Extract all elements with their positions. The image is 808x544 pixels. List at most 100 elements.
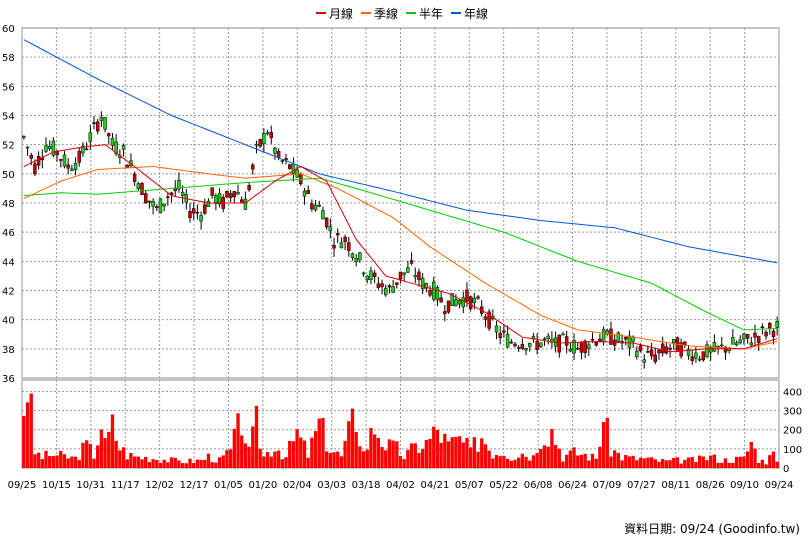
volume-bar <box>398 456 403 468</box>
volume-bar <box>679 463 683 468</box>
candle-body <box>579 342 584 353</box>
candle-body <box>225 190 229 198</box>
volume-bar <box>96 445 100 468</box>
candle-body <box>143 193 148 204</box>
volume-y-tick-label: 0 <box>783 464 789 475</box>
volume-bar <box>491 458 495 468</box>
candle-body <box>723 346 728 353</box>
x-tick-label: 08/26 <box>696 480 725 491</box>
volume-bar <box>336 451 340 468</box>
candle-body <box>679 342 683 357</box>
chart-legend: 月線 季線 半年 年線 <box>316 4 496 22</box>
candle-body <box>760 326 765 329</box>
volume-bar <box>70 456 74 468</box>
volume-bar <box>347 421 351 468</box>
candle-body <box>520 344 525 349</box>
candle-body <box>169 192 174 195</box>
volume-bar <box>716 462 720 468</box>
volume-bar <box>601 422 606 468</box>
volume-bar <box>413 443 417 468</box>
volume-bar <box>99 429 104 468</box>
volume-bar <box>110 414 115 468</box>
volume-bar <box>553 444 558 468</box>
volume-bar <box>616 452 621 468</box>
volume-bar <box>697 455 702 468</box>
volume-bar <box>664 460 669 468</box>
candle-body <box>406 267 410 273</box>
candle-body <box>84 148 89 151</box>
volume-bar <box>147 462 152 468</box>
candle-body <box>59 159 63 161</box>
candle-body <box>638 345 643 352</box>
volume-bar <box>376 438 381 468</box>
volume-bar <box>731 462 735 468</box>
volume-bar <box>339 456 344 468</box>
volume-bar <box>505 458 510 468</box>
candle-body <box>420 277 425 290</box>
candle-body <box>151 201 155 207</box>
candle-body <box>616 332 621 342</box>
x-tick-label: 08/11 <box>661 480 690 491</box>
candle-body <box>29 155 33 159</box>
volume-bar <box>136 456 140 468</box>
x-tick-label: 01/20 <box>248 480 277 491</box>
candle-body <box>439 297 443 303</box>
candle-body <box>121 145 126 150</box>
candle-body <box>95 121 100 132</box>
candle-body <box>768 322 772 329</box>
volume-bar <box>472 437 477 468</box>
candle-body <box>317 204 321 207</box>
candle-body <box>524 348 528 351</box>
volume-bar <box>299 437 303 468</box>
volume-bar <box>324 451 329 468</box>
candle-body <box>365 275 369 281</box>
candle-body <box>601 329 606 343</box>
price-y-tick-label: 36 <box>2 374 15 385</box>
volume-bar <box>199 459 203 468</box>
volume-bar <box>764 464 768 468</box>
volume-bar <box>77 460 81 468</box>
volume-bar <box>206 453 211 468</box>
candle-body <box>110 137 115 146</box>
volume-bar <box>424 440 429 468</box>
candle-body <box>232 191 237 197</box>
x-tick-label: 09/10 <box>730 480 759 491</box>
ma-line <box>23 144 778 353</box>
ma-line <box>23 165 778 350</box>
candle-body <box>775 321 779 328</box>
volume-bar <box>36 452 41 468</box>
volume-bar <box>321 417 325 468</box>
volume-bar <box>590 453 595 468</box>
price-y-tick-label: 42 <box>2 287 15 298</box>
volume-bar <box>672 457 676 468</box>
volume-bar <box>369 427 373 468</box>
candle-body <box>498 332 502 339</box>
volume-bar <box>203 459 207 468</box>
x-tick-label: 03/18 <box>352 480 381 491</box>
candle-body <box>188 211 192 218</box>
candle-body <box>528 343 532 347</box>
candle-body <box>391 286 395 293</box>
volume-bar <box>162 459 166 468</box>
candle-body <box>546 335 550 340</box>
candle-body <box>103 116 107 130</box>
candle-body <box>446 300 451 313</box>
volume-bar <box>749 441 753 468</box>
volume-bar <box>550 428 554 468</box>
volume-bar <box>420 449 425 468</box>
candle-body <box>605 330 610 335</box>
volume-bar <box>668 460 672 468</box>
candle-body <box>291 163 296 174</box>
volume-bar <box>48 456 52 468</box>
candle-body <box>328 226 333 232</box>
candle-body <box>206 200 211 208</box>
candle-body <box>753 332 757 338</box>
volume-bar <box>757 463 761 468</box>
candle-body <box>280 160 285 162</box>
candle-body <box>177 179 181 190</box>
candle-body <box>99 117 104 121</box>
candle-body <box>432 281 436 300</box>
volume-bar <box>55 455 59 468</box>
candle-body <box>51 140 56 156</box>
volume-bar <box>705 460 709 468</box>
